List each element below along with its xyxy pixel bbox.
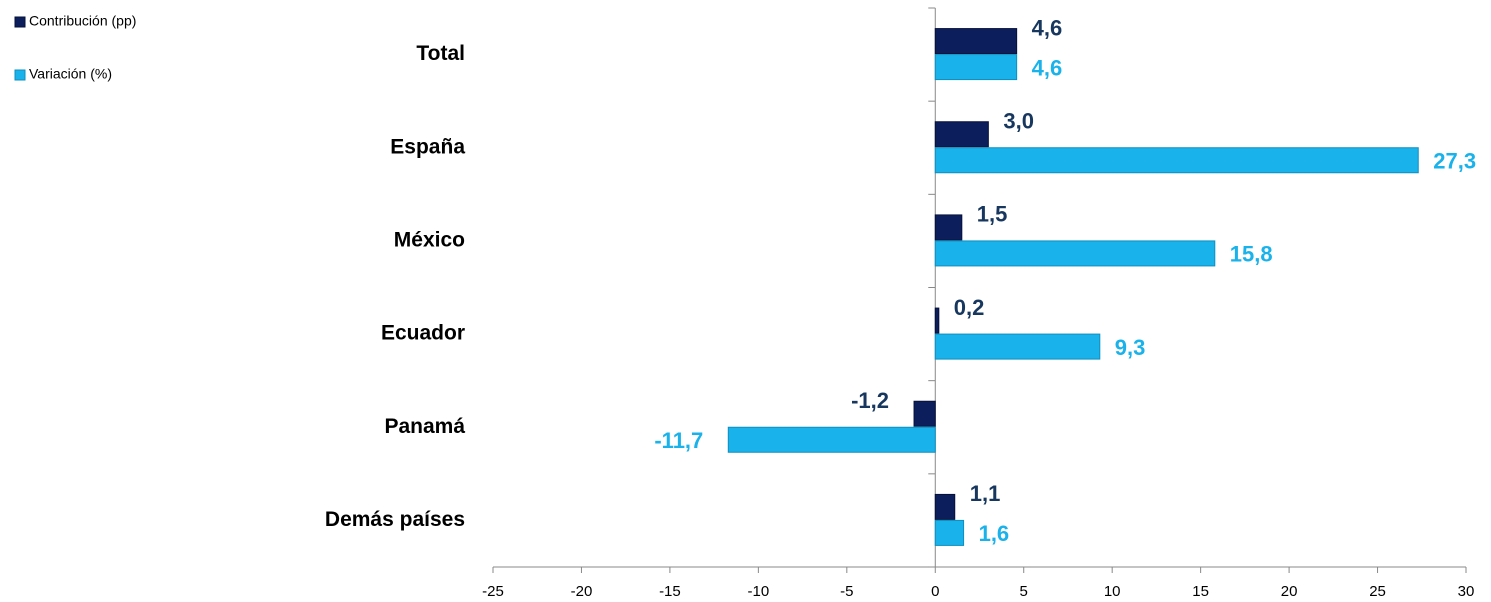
x-tick-label: -25 <box>482 583 504 600</box>
value-label: 3,0 <box>1003 109 1034 134</box>
category-label: Panamá <box>384 415 465 438</box>
category-label: Ecuador <box>381 322 465 345</box>
bar <box>934 121 989 148</box>
x-tick-label: 25 <box>1369 583 1386 600</box>
x-tick-label: 20 <box>1281 583 1298 600</box>
legend-swatch <box>14 69 26 81</box>
value-label: 4,6 <box>1032 15 1063 40</box>
value-label: 15,8 <box>1230 242 1273 267</box>
x-tick-label: -10 <box>748 583 770 600</box>
bar <box>934 147 1419 174</box>
legend-label: Contribución (pp) <box>29 13 136 29</box>
bar <box>934 333 1101 360</box>
value-label: 1,1 <box>970 481 1001 506</box>
x-tick-label: 15 <box>1192 583 1209 600</box>
bar <box>934 54 1018 81</box>
value-label: -11,7 <box>654 428 703 453</box>
bar <box>913 400 936 427</box>
x-tick-label: -20 <box>571 583 593 600</box>
category-label: México <box>394 228 465 251</box>
bar <box>934 28 1018 55</box>
legend-label: Variación (%) <box>29 66 112 82</box>
x-tick-label: 30 <box>1458 583 1475 600</box>
category-label: España <box>390 135 465 158</box>
bar <box>934 493 956 520</box>
value-label: 4,6 <box>1032 55 1063 80</box>
bar <box>934 519 965 546</box>
value-label: 27,3 <box>1433 149 1476 174</box>
bar <box>934 307 940 334</box>
x-tick-label: 5 <box>1020 583 1028 600</box>
value-label: 0,2 <box>954 295 985 320</box>
value-label: 9,3 <box>1115 335 1146 360</box>
value-label: -1,2 <box>851 388 889 413</box>
x-tick-label: -5 <box>840 583 853 600</box>
legend-swatch <box>14 16 26 28</box>
value-label: 1,6 <box>979 521 1010 546</box>
bar <box>934 214 963 241</box>
category-label: Demás países <box>325 508 465 531</box>
bar <box>727 426 936 453</box>
bar <box>934 240 1216 267</box>
x-tick-label: -15 <box>659 583 681 600</box>
category-label: Total <box>416 42 465 65</box>
value-label: 1,5 <box>977 202 1008 227</box>
x-tick-label: 10 <box>1104 583 1121 600</box>
x-tick-label: 0 <box>931 583 939 600</box>
